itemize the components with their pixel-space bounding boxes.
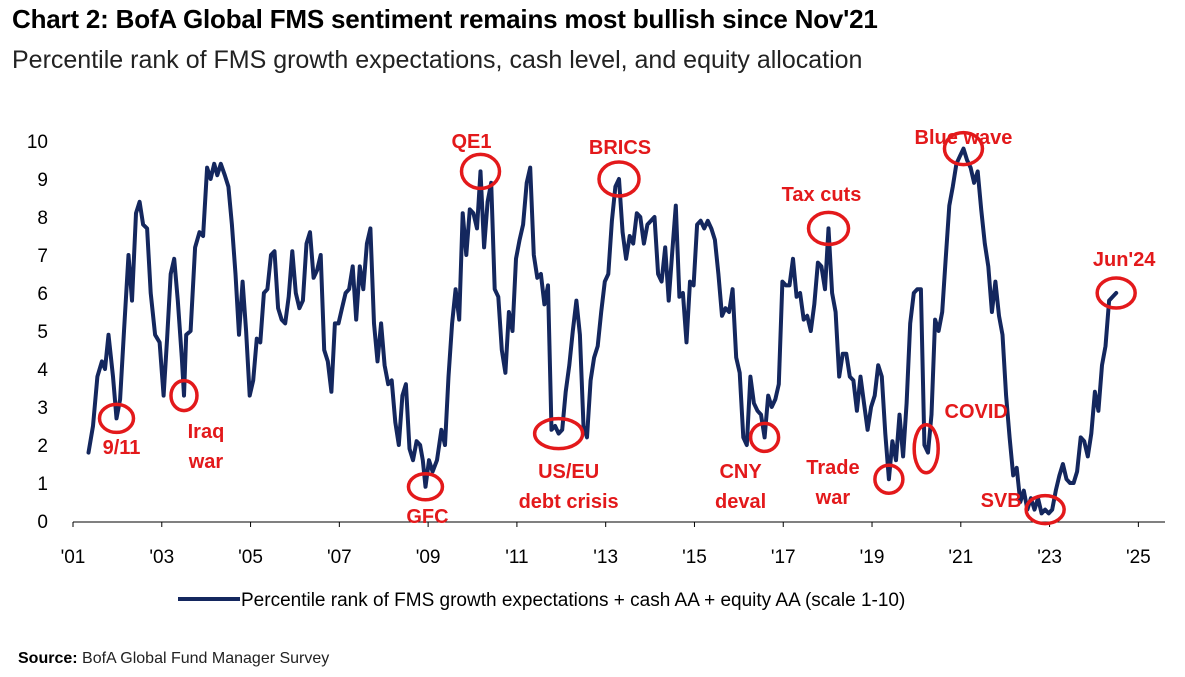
- annotation-label-blue-wave: Blue wave: [915, 127, 1013, 149]
- annotation-circle-trade-war: [873, 463, 905, 495]
- legend-label: Percentile rank of FMS growth expectatio…: [241, 590, 905, 611]
- y-axis-ticks: 0 1 2 3 4 5 6 7 8 9 10: [27, 132, 49, 533]
- annotation-label-cny-deval: CNY deval: [715, 461, 766, 513]
- x-tick-label-7: '15: [682, 547, 707, 568]
- chart-subtitle: Percentile rank of FMS growth expectatio…: [12, 46, 863, 74]
- y-tick-label-8: 8: [37, 208, 48, 229]
- source-label: Source:: [18, 650, 78, 667]
- y-tick-label-2: 2: [37, 436, 48, 457]
- annotation-label-jun-24: Jun'24: [1093, 249, 1156, 271]
- sentiment-series-line: [86, 146, 1119, 516]
- event-annotations: 9/11 Iraq war GFC QE1 US/EU debt crisis BRICS CN…: [97, 127, 1156, 528]
- annotation-label-us-eu-debt-crisis: US/EU debt crisis: [519, 461, 619, 513]
- chart-title: Chart 2: BofA Global FMS sentiment remai…: [12, 4, 878, 34]
- annotation-circle-iraq-war: [169, 378, 199, 413]
- annotation-circle-covid: [912, 423, 940, 475]
- annotation-label-svb: SVB: [981, 490, 1022, 512]
- annotation-label-qe1: QE1: [451, 131, 491, 153]
- x-tick-label-0: '01: [61, 547, 86, 568]
- annotation-circle-cny-deval: [748, 421, 781, 454]
- y-tick-label-6: 6: [37, 284, 48, 305]
- x-tick-label-6: '13: [593, 547, 618, 568]
- annotation-circle-tax-cuts: [806, 210, 851, 247]
- x-tick-label-9: '19: [860, 547, 885, 568]
- annotation-circle-brics: [597, 160, 641, 198]
- annotation-circle-us-eu-debt-crisis: [532, 416, 585, 451]
- annotation-label-9-11: 9/11: [103, 437, 141, 459]
- y-tick-label-4: 4: [37, 360, 48, 381]
- x-tick-label-2: '05: [238, 547, 263, 568]
- source-text: BofA Global Fund Manager Survey: [82, 650, 330, 667]
- y-tick-label-5: 5: [37, 322, 48, 343]
- y-tick-label-9: 9: [37, 170, 48, 191]
- source-note: Source: BofA Global Fund Manager Survey: [18, 650, 329, 668]
- y-tick-label-0: 0: [37, 512, 48, 533]
- annotation-circle-svb: [1024, 493, 1066, 526]
- x-tick-label-12: '25: [1126, 547, 1151, 568]
- x-tick-label-11: '23: [1037, 547, 1062, 568]
- annotation-circle-jun-24: [1095, 276, 1137, 310]
- annotation-label-brics: BRICS: [589, 137, 651, 159]
- x-tick-label-8: '17: [771, 547, 796, 568]
- annotation-circle-gfc: [406, 472, 445, 502]
- legend: Percentile rank of FMS growth expectatio…: [178, 590, 905, 611]
- x-tick-label-3: '07: [327, 547, 352, 568]
- x-tick-label-1: '03: [149, 547, 174, 568]
- y-tick-label-1: 1: [37, 474, 48, 495]
- annotation-label-trade-war: Trade war: [806, 457, 859, 509]
- annotation-label-covid: COVID: [945, 401, 1008, 423]
- y-tick-label-3: 3: [37, 398, 48, 419]
- annotation-circle-9-11: [97, 402, 136, 435]
- annotation-label-tax-cuts: Tax cuts: [782, 184, 862, 206]
- x-tick-label-4: '09: [416, 547, 441, 568]
- annotation-circle-qe1: [459, 152, 502, 191]
- annotation-label-gfc: GFC: [406, 506, 448, 528]
- y-tick-label-10: 10: [27, 132, 48, 153]
- x-tick-label-5: '11: [505, 547, 528, 568]
- annotation-label-iraq-war: Iraq war: [188, 421, 225, 473]
- x-axis-ticks: '01 '03 '05 '07 '09 '11 '13 '15 '17 '19 '21 '23 '25: [61, 522, 1151, 568]
- x-tick-label-10: '21: [948, 547, 973, 568]
- y-tick-label-7: 7: [37, 246, 48, 267]
- annotation-circle-blue-wave: [942, 130, 985, 167]
